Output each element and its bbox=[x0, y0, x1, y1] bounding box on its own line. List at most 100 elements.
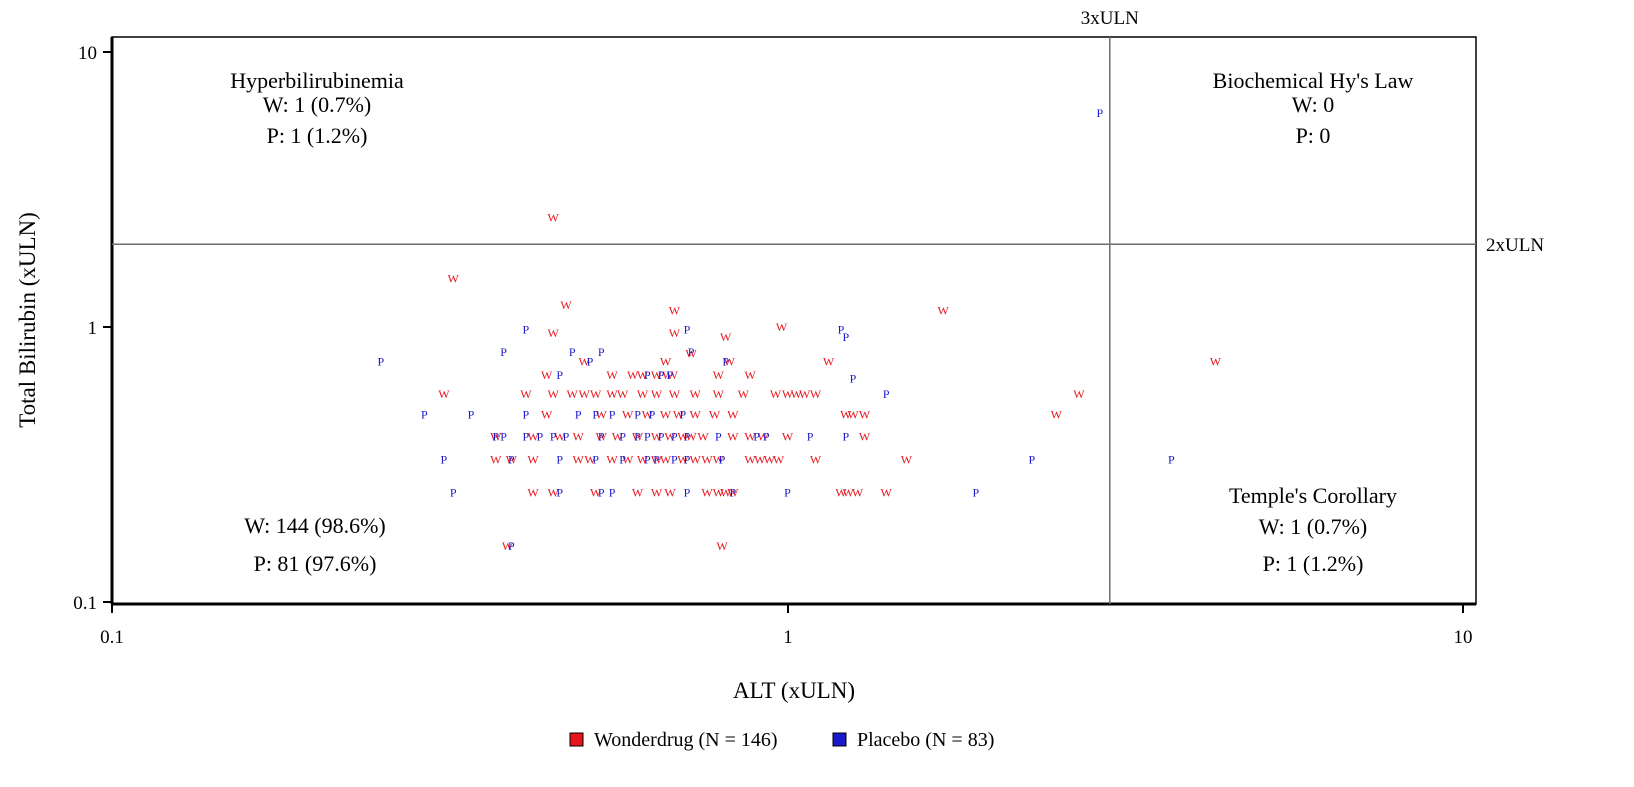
data-point-wonderdrug: W bbox=[590, 486, 602, 500]
data-point-wonderdrug: W bbox=[637, 452, 649, 466]
data-point-wonderdrug: W bbox=[823, 354, 835, 368]
x-tick-label: 0.1 bbox=[100, 627, 124, 648]
data-point-placebo: P bbox=[680, 408, 687, 422]
data-point-wonderdrug: W bbox=[938, 303, 950, 317]
data-point-wonderdrug: W bbox=[548, 486, 560, 500]
data-point-wonderdrug: W bbox=[669, 326, 681, 340]
x-axis-ticks: 0.1 1 10 bbox=[100, 604, 1473, 648]
data-point-placebo: P bbox=[500, 345, 507, 359]
data-point-placebo: P bbox=[671, 429, 678, 443]
data-point-wonderdrug: W bbox=[713, 452, 725, 466]
y-tick-label: 10 bbox=[78, 43, 97, 64]
data-point-placebo: P bbox=[807, 429, 814, 443]
data-point-placebo: P bbox=[450, 486, 457, 500]
data-point-placebo: P bbox=[644, 368, 651, 382]
data-point-wonderdrug: W bbox=[901, 452, 913, 466]
data-point-placebo: P bbox=[523, 429, 530, 443]
data-point-wonderdrug: W bbox=[664, 429, 676, 443]
data-point-placebo: P bbox=[556, 486, 563, 500]
data-point-placebo: P bbox=[684, 486, 691, 500]
data-point-wonderdrug: W bbox=[773, 452, 785, 466]
data-point-wonderdrug: W bbox=[622, 408, 634, 422]
legend-swatch-wonderdrug bbox=[569, 732, 584, 747]
data-point-wonderdrug: W bbox=[667, 368, 679, 382]
data-point-wonderdrug: W bbox=[685, 429, 697, 443]
data-point-placebo: P bbox=[523, 322, 530, 336]
data-point-placebo: P bbox=[1096, 106, 1103, 120]
data-point-placebo: P bbox=[784, 486, 791, 500]
quadrant-count-w: W: 1 (0.7%) bbox=[263, 92, 372, 117]
data-point-wonderdrug: W bbox=[548, 326, 560, 340]
data-point-placebo: P bbox=[753, 429, 760, 443]
data-point-wonderdrug: W bbox=[690, 387, 702, 401]
data-point-placebo: P bbox=[556, 368, 563, 382]
data-point-placebo: P bbox=[569, 345, 576, 359]
data-point-wonderdrug: W bbox=[664, 486, 676, 500]
data-point-placebo: P bbox=[523, 408, 530, 422]
data-point-wonderdrug: W bbox=[713, 368, 725, 382]
data-point-placebo: P bbox=[550, 429, 557, 443]
data-point-placebo: P bbox=[556, 452, 563, 466]
data-point-wonderdrug: W bbox=[738, 387, 750, 401]
data-point-wonderdrug: W bbox=[541, 408, 553, 422]
data-point-wonderdrug: W bbox=[881, 486, 893, 500]
data-point-wonderdrug: W bbox=[590, 387, 602, 401]
quadrant-title: Temple's Corollary bbox=[1229, 483, 1397, 508]
data-point-wonderdrug: W bbox=[642, 408, 654, 422]
data-point-wonderdrug: W bbox=[651, 387, 663, 401]
data-point-wonderdrug: W bbox=[637, 368, 649, 382]
data-point-placebo: P bbox=[684, 452, 691, 466]
y-axis-title: Total Bilirubin (xULN) bbox=[15, 212, 40, 428]
x-tick-label: 10 bbox=[1454, 627, 1473, 648]
data-point-placebo: P bbox=[592, 408, 599, 422]
data-point-wonderdrug: W bbox=[744, 429, 756, 443]
data-point-placebo: P bbox=[619, 452, 626, 466]
data-point-wonderdrug: W bbox=[1051, 408, 1063, 422]
data-point-wonderdrug: W bbox=[632, 429, 644, 443]
data-point-wonderdrug: W bbox=[651, 452, 663, 466]
quadrant-count-p: P: 81 (97.6%) bbox=[254, 551, 377, 576]
data-point-placebo: P bbox=[972, 486, 979, 500]
data-point-wonderdrug: W bbox=[612, 429, 624, 443]
quadrant-top-right: Biochemical Hy's Law W: 0 P: 0 bbox=[1213, 68, 1414, 148]
data-point-placebo: P bbox=[587, 354, 594, 368]
data-point-wonderdrug: W bbox=[701, 486, 713, 500]
data-point-placebo: P bbox=[508, 452, 515, 466]
quadrant-count-p: P: 1 (1.2%) bbox=[1263, 551, 1364, 576]
data-point-wonderdrug: W bbox=[579, 354, 591, 368]
y-tick-label: 0.1 bbox=[73, 593, 97, 614]
data-point-wonderdrug: W bbox=[709, 408, 721, 422]
data-point-wonderdrug: W bbox=[669, 303, 681, 317]
data-point-placebo: P bbox=[598, 486, 605, 500]
quadrant-bottom-left: W: 144 (98.6%) P: 81 (97.6%) bbox=[244, 513, 386, 576]
data-point-wonderdrug: W bbox=[810, 387, 822, 401]
data-point-wonderdrug: W bbox=[770, 387, 782, 401]
data-point-placebo: P bbox=[575, 408, 582, 422]
data-point-wonderdrug: W bbox=[847, 408, 859, 422]
quadrant-count-w: W: 1 (0.7%) bbox=[1259, 514, 1368, 539]
quadrant-count-w: W: 144 (98.6%) bbox=[244, 513, 386, 538]
data-point-wonderdrug: W bbox=[701, 452, 713, 466]
ref-label-3xuln: 3xULN bbox=[1081, 8, 1139, 29]
data-point-wonderdrug: W bbox=[810, 452, 822, 466]
data-point-placebo: P bbox=[838, 322, 845, 336]
data-point-wonderdrug: W bbox=[727, 486, 739, 500]
data-point-wonderdrug: W bbox=[438, 387, 450, 401]
data-point-placebo: P bbox=[719, 452, 726, 466]
data-point-wonderdrug: W bbox=[840, 408, 852, 422]
data-point-wonderdrug: W bbox=[685, 347, 697, 361]
data-point-wonderdrug: W bbox=[677, 452, 689, 466]
data-point-placebo: P bbox=[715, 429, 722, 443]
data-point-wonderdrug: W bbox=[669, 387, 681, 401]
data-point-wonderdrug: W bbox=[660, 354, 672, 368]
data-point-wonderdrug: W bbox=[632, 486, 644, 500]
data-point-placebo: P bbox=[598, 345, 605, 359]
quadrant-count-p: P: 0 bbox=[1296, 123, 1331, 148]
data-point-wonderdrug: W bbox=[660, 452, 672, 466]
data-point-wonderdrug: W bbox=[713, 486, 725, 500]
data-point-wonderdrug: W bbox=[727, 408, 739, 422]
data-point-wonderdrug: W bbox=[554, 429, 566, 443]
data-point-placebo: P bbox=[421, 408, 428, 422]
data-point-wonderdrug: W bbox=[754, 452, 766, 466]
